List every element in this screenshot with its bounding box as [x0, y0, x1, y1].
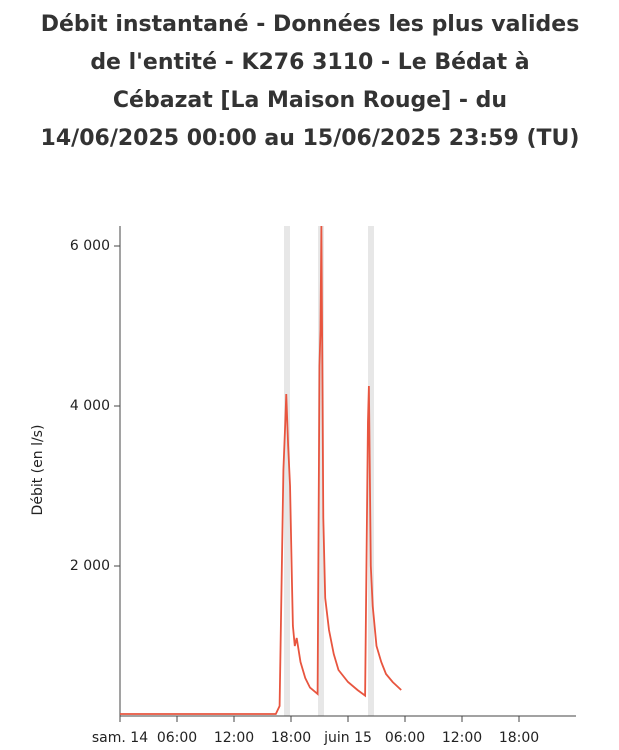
x-tick-label: 12:00	[214, 730, 254, 746]
y-tick-label: 6 000	[70, 238, 110, 254]
chart-title: Débit instantané - Données les plus vali…	[40, 12, 580, 151]
x-tick-label: 06:00	[157, 730, 197, 746]
highlight-band	[318, 226, 324, 716]
x-tick-label: 06:00	[385, 730, 425, 746]
data-line	[120, 225, 402, 715]
x-tick-label: 12:00	[442, 730, 482, 746]
highlight-band	[368, 226, 374, 716]
x-tick-label: sam. 14	[92, 730, 148, 746]
x-tick-label: 18:00	[499, 730, 539, 746]
highlight-band	[284, 226, 290, 716]
y-axis-label: Débit (en l/s)	[30, 425, 46, 516]
y-tick-label: 4 000	[70, 398, 110, 414]
x-tick-label: 18:00	[271, 730, 311, 746]
y-tick-label: 2 000	[70, 558, 110, 574]
x-tick-label: juin 15	[323, 730, 372, 746]
